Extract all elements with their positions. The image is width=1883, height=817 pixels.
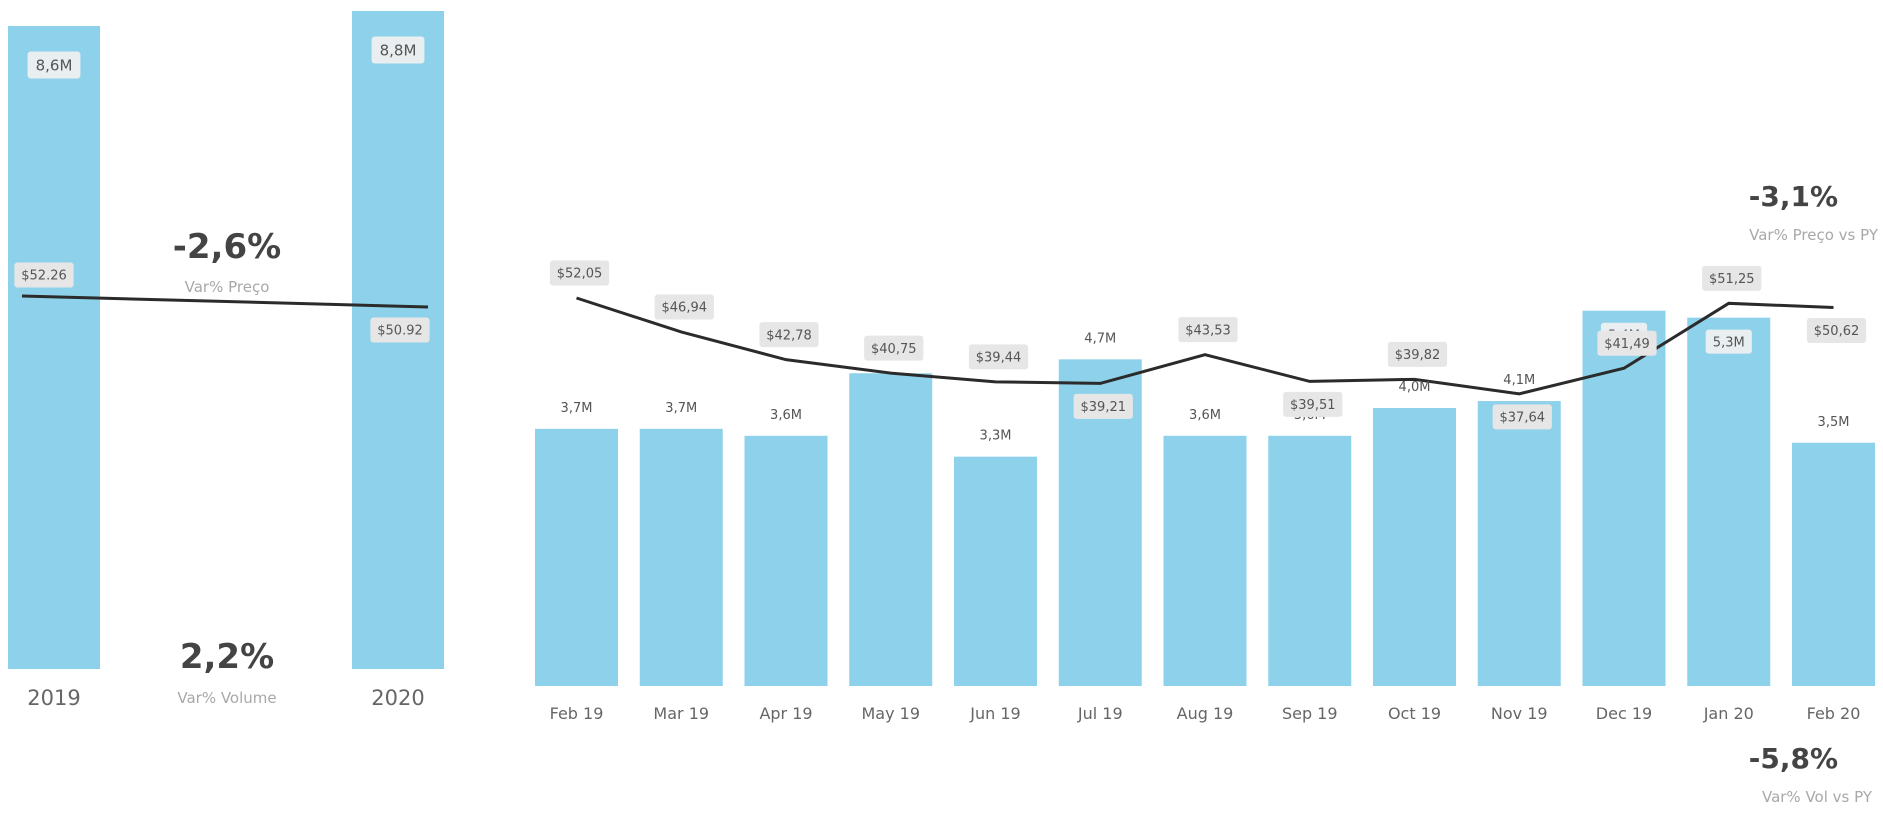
month-bar-label: 3,7M <box>665 401 697 416</box>
month-bar-label: 5,3M <box>1705 329 1752 354</box>
month-bar-label: 3,6M <box>1189 408 1221 423</box>
vol-vs-py-label: Var% Vol vs PY <box>1762 788 1873 806</box>
year-bar-label-2019: 8,6M <box>27 51 81 79</box>
month-bar-label: 4,1M <box>1503 373 1535 388</box>
svg-text:$37,64: $37,64 <box>1500 411 1546 426</box>
svg-text:$40,75: $40,75 <box>871 342 917 357</box>
month-price-label: $41,49 <box>1597 330 1657 356</box>
var-price-value: -2,6% <box>173 227 281 267</box>
svg-text:$51,25: $51,25 <box>1709 272 1755 287</box>
month-axis-label: Apr 19 <box>759 704 812 723</box>
month-price-label: $46,94 <box>654 294 714 320</box>
month-axis-label: Mar 19 <box>653 704 709 723</box>
month-axis-label: Jan 20 <box>1703 704 1754 723</box>
year-price-line <box>21 294 429 309</box>
year-bar-2019 <box>8 25 100 670</box>
month-price-label: $43,53 <box>1178 317 1238 343</box>
month-price-label: $37,64 <box>1492 404 1552 430</box>
month-price-label: $42,78 <box>759 322 819 348</box>
svg-text:5,3M: 5,3M <box>1713 335 1745 350</box>
price-vs-py-label: Var% Preço vs PY <box>1749 226 1879 244</box>
month-axis-label: Jul 19 <box>1077 704 1123 723</box>
month-axis-label: Feb 19 <box>550 704 604 723</box>
month-bar <box>639 428 723 686</box>
year-price-label: $52.26 <box>14 262 74 288</box>
month-axis-label: Dec 19 <box>1596 704 1652 723</box>
month-bar <box>535 428 618 686</box>
month-bar-label: 3,6M <box>770 408 802 423</box>
month-bar-label: 3,3M <box>980 429 1012 444</box>
month-axis-label: Sep 19 <box>1282 704 1338 723</box>
month-price-label: $52,05 <box>549 260 610 286</box>
svg-text:$50.92: $50.92 <box>377 324 423 339</box>
var-price-label: Var% Preço <box>185 278 270 296</box>
month-bar <box>1792 442 1875 686</box>
month-bar <box>1268 435 1352 686</box>
month-axis-label: May 19 <box>861 704 920 723</box>
month-bar <box>954 456 1037 686</box>
month-axis-label: Nov 19 <box>1491 704 1548 723</box>
svg-text:$46,94: $46,94 <box>662 301 708 316</box>
month-bar <box>849 373 933 686</box>
svg-text:8,6M: 8,6M <box>36 56 73 74</box>
month-bar <box>1373 408 1456 686</box>
svg-text:$39,21: $39,21 <box>1081 400 1127 415</box>
month-bar-label: 4,0M <box>1399 380 1431 395</box>
price-vs-py-value: -3,1% <box>1749 180 1838 213</box>
month-axis-label: Aug 19 <box>1177 704 1234 723</box>
year-price-label: $50.92 <box>370 317 430 343</box>
svg-text:$39,44: $39,44 <box>976 351 1022 366</box>
month-price-label: $39,21 <box>1073 393 1133 419</box>
svg-text:$39,51: $39,51 <box>1290 398 1336 413</box>
svg-text:$43,53: $43,53 <box>1185 323 1231 338</box>
vol-vs-py-value: -5,8% <box>1749 742 1838 775</box>
month-bar <box>744 435 828 686</box>
svg-text:$50,62: $50,62 <box>1814 324 1860 339</box>
svg-text:8,8M: 8,8M <box>380 41 417 59</box>
month-price-label: $39,51 <box>1283 391 1343 417</box>
month-price-label: $39,82 <box>1387 341 1448 367</box>
month-bar <box>1477 401 1561 686</box>
month-price-label: $39,44 <box>968 344 1029 370</box>
var-volume-label: Var% Volume <box>177 689 276 707</box>
svg-text:$39,82: $39,82 <box>1395 348 1441 363</box>
month-axis-label: Jun 19 <box>969 704 1020 723</box>
month-price-label: $51,25 <box>1702 265 1762 291</box>
month-bar <box>1582 310 1666 686</box>
month-bar <box>1687 317 1771 686</box>
svg-text:$42,78: $42,78 <box>766 328 812 343</box>
month-bar <box>1163 435 1247 686</box>
year-axis-label: 2019 <box>27 686 80 710</box>
month-bar-label: 4,7M <box>1084 331 1116 346</box>
month-bar-label: 3,7M <box>561 401 593 416</box>
month-bar-label: 3,5M <box>1818 415 1850 430</box>
svg-text:$52.26: $52.26 <box>21 269 67 284</box>
var-volume-value: 2,2% <box>180 637 274 677</box>
month-price-label: $40,75 <box>864 335 924 361</box>
month-price-label: $50,62 <box>1806 318 1867 344</box>
svg-text:$41,49: $41,49 <box>1604 337 1650 352</box>
year-bar-label-2020: 8,8M <box>371 36 425 64</box>
month-axis-label: Feb 20 <box>1807 704 1861 723</box>
svg-text:$52,05: $52,05 <box>557 267 603 282</box>
month-price-line <box>576 296 1834 396</box>
month-axis-label: Oct 19 <box>1388 704 1441 723</box>
year-axis-label: 2020 <box>371 686 424 710</box>
